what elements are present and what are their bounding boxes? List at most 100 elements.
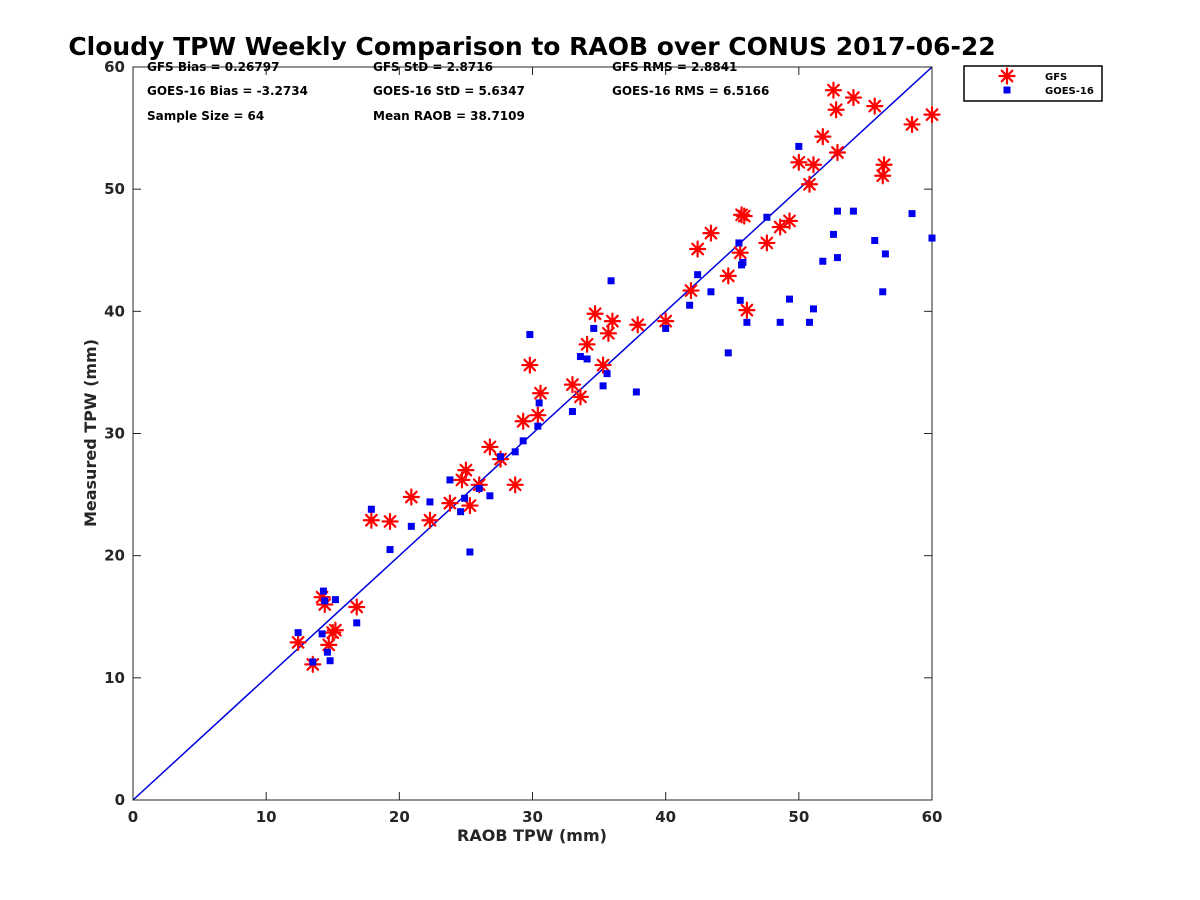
legend-gfs-label: GFS bbox=[1045, 72, 1067, 83]
goes16-point bbox=[407, 522, 415, 530]
stat-gfs-bias: GFS Bias = 0.26797 bbox=[147, 60, 279, 74]
goes16-point bbox=[819, 257, 827, 265]
goes16-point bbox=[599, 382, 607, 390]
gfs-point bbox=[814, 128, 832, 146]
goes16-point bbox=[686, 301, 694, 309]
goes16-point bbox=[603, 370, 611, 378]
goes16-point bbox=[426, 498, 434, 506]
gfs-point bbox=[402, 488, 420, 506]
gfs-point bbox=[629, 316, 647, 334]
goes16-point bbox=[535, 399, 543, 407]
goes16-point bbox=[323, 648, 331, 656]
gfs-point bbox=[348, 598, 366, 616]
legend-box bbox=[963, 65, 1103, 102]
stat-goes-std: GOES-16 StD = 5.6347 bbox=[373, 84, 525, 98]
stat-mean-raob: Mean RAOB = 38.7109 bbox=[373, 109, 525, 123]
legend-goes16-square bbox=[1003, 86, 1011, 94]
gfs-point bbox=[594, 356, 612, 374]
gfs-point bbox=[421, 511, 439, 529]
goes16-point bbox=[735, 239, 743, 247]
x-tick-label: 60 bbox=[922, 808, 943, 826]
goes16-point bbox=[809, 305, 817, 313]
goes16-point bbox=[743, 318, 751, 326]
goes16-point bbox=[475, 484, 483, 492]
gfs-point bbox=[563, 376, 582, 394]
goes16-point bbox=[908, 210, 916, 218]
chart-title: Cloudy TPW Weekly Comparison to RAOB ove… bbox=[68, 32, 995, 61]
x-axis-label: RAOB TPW (mm) bbox=[457, 826, 607, 845]
gfs-point bbox=[738, 301, 756, 319]
gfs-point bbox=[875, 156, 893, 174]
goes16-point bbox=[367, 505, 375, 513]
y-axis-ticks: 0 10 20 30 40 50 60 bbox=[104, 58, 932, 809]
goes16-point bbox=[632, 388, 640, 396]
x-tick-label: 30 bbox=[522, 808, 543, 826]
gfs-point bbox=[800, 175, 819, 193]
gfs-point bbox=[735, 207, 753, 225]
gfs-point bbox=[362, 511, 380, 529]
gfs-point bbox=[599, 324, 618, 342]
goes16-point bbox=[928, 234, 936, 242]
gfs-point bbox=[506, 476, 524, 494]
goes16-point bbox=[309, 658, 317, 666]
gfs-point bbox=[461, 496, 479, 515]
goes16-point bbox=[763, 213, 771, 221]
gfs-point bbox=[657, 312, 675, 330]
gfs-point bbox=[682, 281, 700, 300]
plot-area: 0 10 20 30 40 50 60 0 10 20 30 40 50 60 bbox=[104, 58, 942, 826]
goes16-point bbox=[534, 422, 542, 430]
goes16-point bbox=[446, 476, 454, 484]
x-tick-label: 20 bbox=[389, 808, 410, 826]
goes16-point bbox=[849, 207, 857, 215]
gfs-point bbox=[603, 312, 622, 330]
goes16-point bbox=[795, 142, 803, 150]
goes16-point bbox=[694, 271, 702, 279]
y-tick-label: 0 bbox=[115, 791, 125, 809]
goes16-series bbox=[294, 142, 936, 666]
goes16-point bbox=[805, 318, 813, 326]
gfs-point bbox=[866, 97, 884, 115]
gfs-point bbox=[702, 224, 720, 242]
goes16-point bbox=[519, 437, 527, 445]
goes16-point bbox=[526, 331, 534, 339]
gfs-point bbox=[771, 218, 789, 236]
x-tick-label: 50 bbox=[788, 808, 809, 826]
goes16-point bbox=[736, 296, 744, 304]
legend-goes16-label: GOES-16 bbox=[1045, 86, 1094, 97]
gfs-point bbox=[689, 240, 707, 258]
goes16-point bbox=[457, 508, 465, 516]
goes16-point bbox=[871, 236, 879, 244]
goes16-point bbox=[353, 619, 361, 627]
goes16-point bbox=[879, 288, 887, 296]
goes16-point bbox=[461, 494, 469, 502]
goes16-point bbox=[466, 548, 474, 556]
y-tick-label: 40 bbox=[104, 302, 125, 320]
goes16-point bbox=[583, 355, 591, 363]
goes16-point bbox=[486, 492, 494, 500]
x-tick-label: 0 bbox=[128, 808, 138, 826]
gfs-point bbox=[514, 412, 532, 430]
gfs-point bbox=[521, 356, 539, 374]
gfs-point bbox=[719, 267, 737, 285]
goes16-point bbox=[829, 230, 837, 238]
goes16-point bbox=[833, 254, 841, 262]
goes16-point bbox=[326, 657, 334, 665]
stat-goes-rms: GOES-16 RMS = 6.5166 bbox=[612, 84, 769, 98]
gfs-point bbox=[923, 106, 941, 124]
goes16-point bbox=[294, 629, 302, 637]
gfs-point bbox=[874, 167, 892, 185]
gfs-point bbox=[758, 234, 776, 252]
legend-gfs-asterisk bbox=[998, 67, 1016, 85]
gfs-point bbox=[790, 153, 808, 171]
goes16-point bbox=[331, 596, 339, 604]
stat-gfs-rms: GFS RMS = 2.8841 bbox=[612, 60, 737, 74]
goes16-point bbox=[321, 597, 329, 605]
gfs-point bbox=[903, 115, 921, 134]
gfs-point bbox=[844, 88, 863, 107]
gfs-point bbox=[481, 438, 499, 456]
goes16-point bbox=[511, 448, 519, 456]
legend: GFS GOES-16 bbox=[963, 65, 1103, 102]
gfs-point bbox=[531, 384, 550, 402]
one-to-one-line bbox=[132, 66, 933, 801]
stats-annotations: GFS Bias = 0.26797 GFS StD = 2.8716 GFS … bbox=[147, 60, 769, 123]
